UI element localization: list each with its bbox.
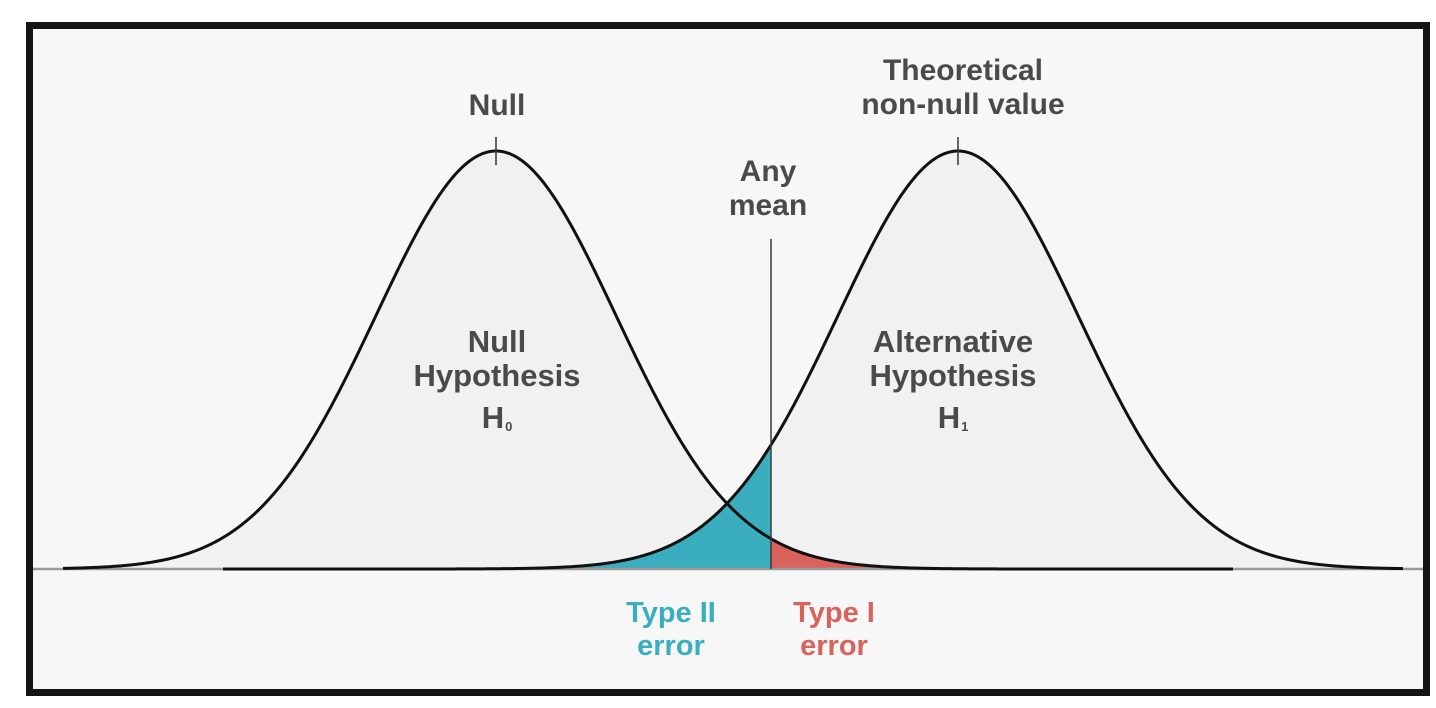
alt-peak-label: Theoretical non-null value — [861, 54, 1065, 121]
alt-curve-fill — [33, 151, 1423, 569]
type-ii-error-label: Type II error — [626, 597, 716, 662]
type-ii-error-region — [333, 444, 771, 569]
null-hypothesis-symbol: H0 — [481, 400, 513, 435]
curve-fills — [33, 151, 1423, 569]
type-i-error-region — [771, 538, 1133, 569]
curve-lines — [33, 137, 1423, 571]
alt-distribution-curve — [223, 149, 1404, 571]
distribution-plot — [33, 137, 1423, 571]
null-peak-label: Null — [468, 89, 526, 122]
alt-hypothesis-label: Alternative Hypothesis H1 — [823, 325, 1083, 444]
type-i-error-label: Type I error — [793, 597, 875, 662]
diagram-frame: Null Theoretical non-null value Any mean… — [26, 22, 1430, 696]
null-hypothesis-label: Null Hypothesis H0 — [377, 325, 617, 444]
any-mean-label: Any mean — [728, 155, 808, 222]
null-distribution-curve — [62, 149, 1233, 571]
error-regions — [333, 444, 1133, 569]
null-curve-fill — [33, 151, 1423, 569]
alt-hypothesis-symbol: H1 — [937, 400, 969, 435]
